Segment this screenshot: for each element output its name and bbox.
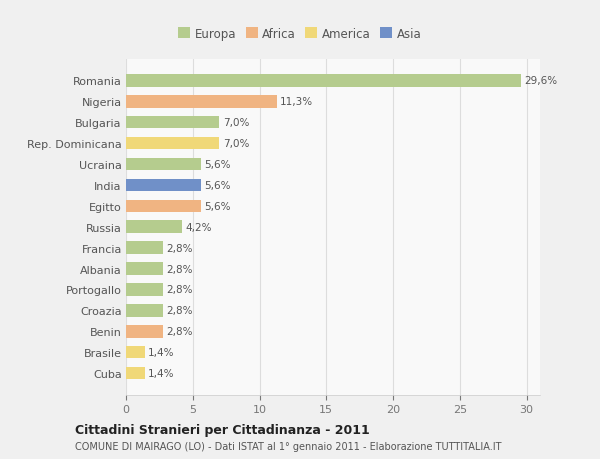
- Bar: [126, 117, 220, 129]
- Text: 2,8%: 2,8%: [167, 306, 193, 316]
- Legend: Europa, Africa, America, Asia: Europa, Africa, America, Asia: [176, 25, 424, 43]
- Text: 5,6%: 5,6%: [204, 160, 230, 170]
- Bar: [126, 242, 163, 254]
- Bar: [126, 325, 163, 338]
- Text: 1,4%: 1,4%: [148, 347, 175, 358]
- Bar: [126, 200, 201, 213]
- Bar: [126, 158, 201, 171]
- Bar: [126, 284, 163, 296]
- Text: Cittadini Stranieri per Cittadinanza - 2011: Cittadini Stranieri per Cittadinanza - 2…: [75, 423, 370, 436]
- Bar: [126, 263, 163, 275]
- Text: COMUNE DI MAIRAGO (LO) - Dati ISTAT al 1° gennaio 2011 - Elaborazione TUTTITALIA: COMUNE DI MAIRAGO (LO) - Dati ISTAT al 1…: [75, 441, 502, 451]
- Text: 7,0%: 7,0%: [223, 139, 249, 149]
- Text: 2,8%: 2,8%: [167, 243, 193, 253]
- Text: 5,6%: 5,6%: [204, 202, 230, 211]
- Bar: [126, 138, 220, 150]
- Text: 7,0%: 7,0%: [223, 118, 249, 128]
- Bar: [126, 367, 145, 380]
- Text: 2,8%: 2,8%: [167, 285, 193, 295]
- Bar: [126, 179, 201, 192]
- Bar: [126, 304, 163, 317]
- Text: 2,8%: 2,8%: [167, 326, 193, 336]
- Bar: [126, 75, 521, 87]
- Text: 29,6%: 29,6%: [524, 76, 558, 86]
- Text: 5,6%: 5,6%: [204, 180, 230, 190]
- Text: 2,8%: 2,8%: [167, 264, 193, 274]
- Text: 11,3%: 11,3%: [280, 97, 313, 107]
- Bar: [126, 346, 145, 358]
- Text: 4,2%: 4,2%: [185, 222, 212, 232]
- Text: 1,4%: 1,4%: [148, 368, 175, 378]
- Bar: [126, 96, 277, 108]
- Bar: [126, 221, 182, 234]
